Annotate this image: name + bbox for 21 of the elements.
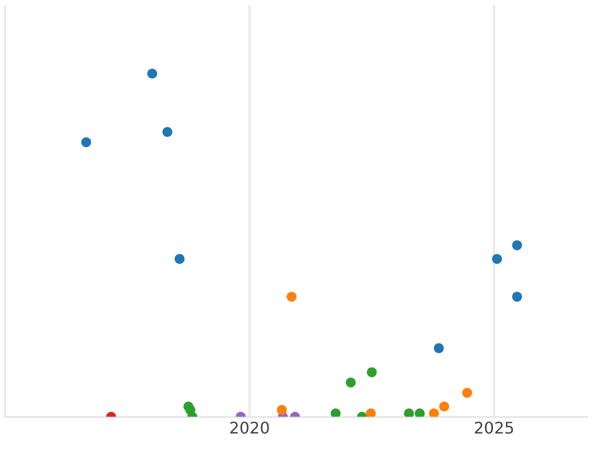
x-tick-label: 2020 xyxy=(229,418,270,438)
point xyxy=(276,404,287,415)
point xyxy=(147,68,158,79)
point xyxy=(346,377,356,388)
point xyxy=(286,292,297,302)
point xyxy=(330,408,341,417)
point xyxy=(439,402,450,412)
point xyxy=(434,343,444,354)
point xyxy=(462,388,472,398)
point xyxy=(366,367,377,378)
point xyxy=(414,408,425,417)
point xyxy=(162,126,172,137)
point xyxy=(81,137,92,148)
x-tick-label: 2025 xyxy=(474,418,514,438)
point xyxy=(512,292,522,302)
point xyxy=(492,254,502,264)
point xyxy=(174,254,185,264)
point xyxy=(366,408,376,417)
point xyxy=(428,408,439,417)
point xyxy=(512,240,522,250)
point xyxy=(404,408,414,417)
